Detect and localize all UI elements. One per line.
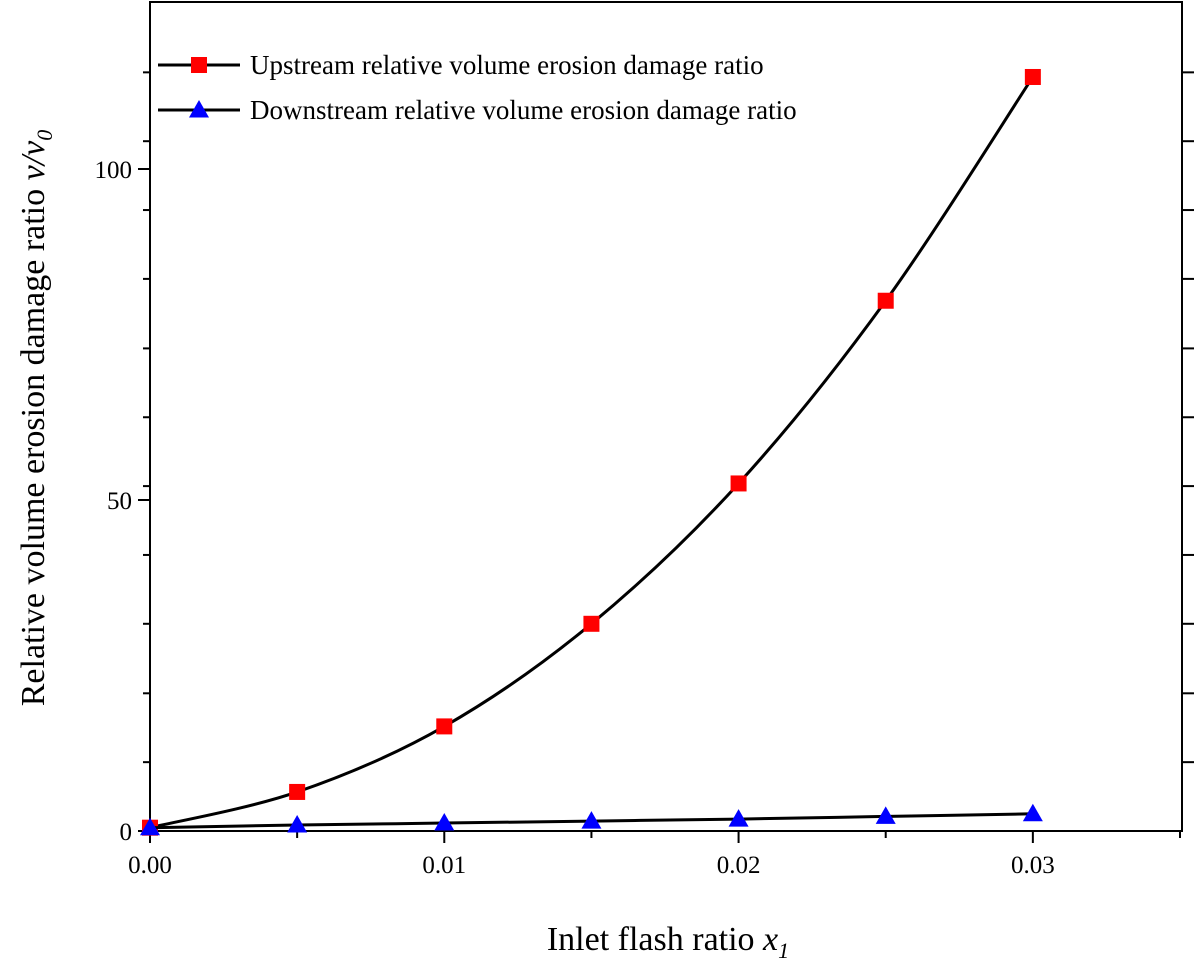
upstream-point [877,292,894,309]
x-tick-label: 0.01 [422,852,466,879]
x-tick-label: 0.02 [717,852,761,879]
downstream-point [875,806,896,824]
legend-label: Upstream relative volume erosion damage … [250,50,764,80]
upstream-point [289,783,306,800]
y-axis-title: Relative volume erosion damage ratio v/v… [15,130,57,707]
x-axis-title-sub: 1 [778,938,789,963]
y-tick-label: 50 [107,488,132,515]
downstream-point [434,813,455,831]
y-axis-title-sub: 0 [32,130,57,141]
legend: Upstream relative volume erosion damage … [158,50,797,125]
downstream-point [581,811,602,829]
y-tick-label: 0 [120,819,133,846]
upstream-point [436,718,453,735]
downstream-point [287,815,308,833]
x-axis-title-text: Inlet flash ratio [547,921,755,958]
legend-entry: Upstream relative volume erosion damage … [158,50,764,80]
upstream-point [1024,68,1041,85]
legend-marker [189,100,209,118]
axis-ticks [138,71,1194,843]
series-line [149,76,1035,830]
downstream-point [1022,803,1043,822]
series-downstream [140,803,1043,836]
x-tick-label: 0.00 [128,852,172,879]
x-tick-label: 0.03 [1011,852,1055,879]
legend-marker [191,57,207,73]
downstream-point [728,809,749,827]
x-axis-title: Inlet flash ratio x1 [547,921,789,963]
legend-entry: Downstream relative volume erosion damag… [158,95,797,125]
upstream-point [583,615,600,632]
x-axis-title-var: x [762,921,778,958]
series-upstream [142,68,1041,836]
y-axis-title-text: Relative volume erosion damage ratio [15,189,52,706]
y-axis-title-var: v/v [15,140,52,181]
plot-frame [149,1,1183,832]
tick-labels: 0.00 0.01 0.02 0.03 0 50 100 [95,157,1055,879]
series-layer [140,68,1043,836]
legend-label: Downstream relative volume erosion damag… [250,95,797,125]
upstream-point [730,475,747,492]
downstream-point [140,817,160,836]
y-tick-label: 100 [95,157,133,184]
